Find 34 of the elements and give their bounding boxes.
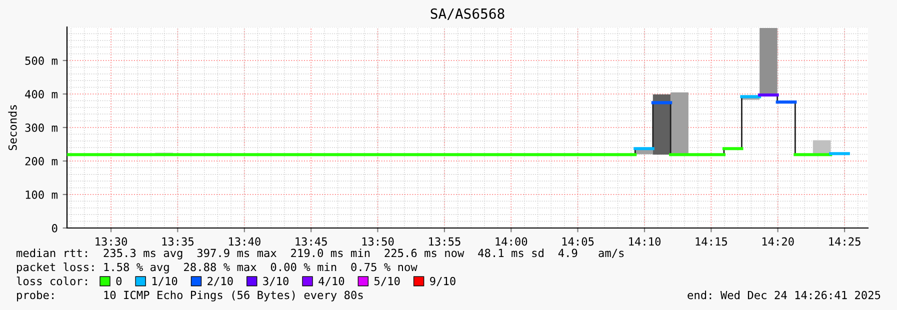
y-tick-label: 400 m <box>25 90 58 98</box>
text: packet loss: 1.58 % avg 28.88 % max 0.00 % min 0.75 % now <box>17 262 418 274</box>
x-tick-label: 13:40 <box>229 237 260 246</box>
bar <box>670 92 688 155</box>
x-tick-label: 14:25 <box>829 237 860 246</box>
x-tick-label: 13:50 <box>362 237 394 246</box>
legend-label: 2/10 <box>208 276 233 286</box>
x-tick-label: 14:20 <box>762 237 794 246</box>
x-tick-label: 14:10 <box>629 237 661 246</box>
bar <box>760 28 778 96</box>
y-tick-label: 0 <box>52 224 58 232</box>
y-tick-label: 300 m <box>25 124 58 132</box>
x-tick-label: 13:30 <box>96 237 128 246</box>
legend-label: 0 <box>116 276 122 286</box>
x-tick-label: 14:15 <box>696 237 727 246</box>
chart-title: SA/AS6568 <box>430 8 504 20</box>
x-tick-label: 14:00 <box>496 237 528 246</box>
legend-title: loss color: <box>16 276 87 286</box>
legend-label: 3/10 <box>263 276 288 286</box>
x-tick-label: 13:45 <box>296 237 327 246</box>
text: end: Wed Dec 24 14:26:41 2025 <box>688 290 880 300</box>
text: median rtt: 235.3 ms avg 397.9 ms max 219.0 ms min 225.6 ms now 48.1 ms sd 4.9 am/s <box>16 248 624 260</box>
x-tick-label: 13:35 <box>162 237 194 246</box>
legend-label: 5/10 <box>374 276 400 286</box>
legend-label: 4/10 <box>318 276 344 286</box>
x-tick-label: 13:55 <box>429 237 460 246</box>
legend-label: 9/10 <box>430 276 456 286</box>
text: probe: 10 ICMP Echo Pings (56 Bytes) every 80s <box>17 290 363 302</box>
y-tick-label: 200 m <box>25 157 58 166</box>
y-tick-label: 500 m <box>25 56 58 65</box>
x-tick-label: 14:05 <box>562 237 594 246</box>
legend-label: 1/10 <box>152 276 178 286</box>
y-axis-title: Seconds <box>8 105 17 150</box>
y-tick-label: 100 m <box>26 190 58 199</box>
